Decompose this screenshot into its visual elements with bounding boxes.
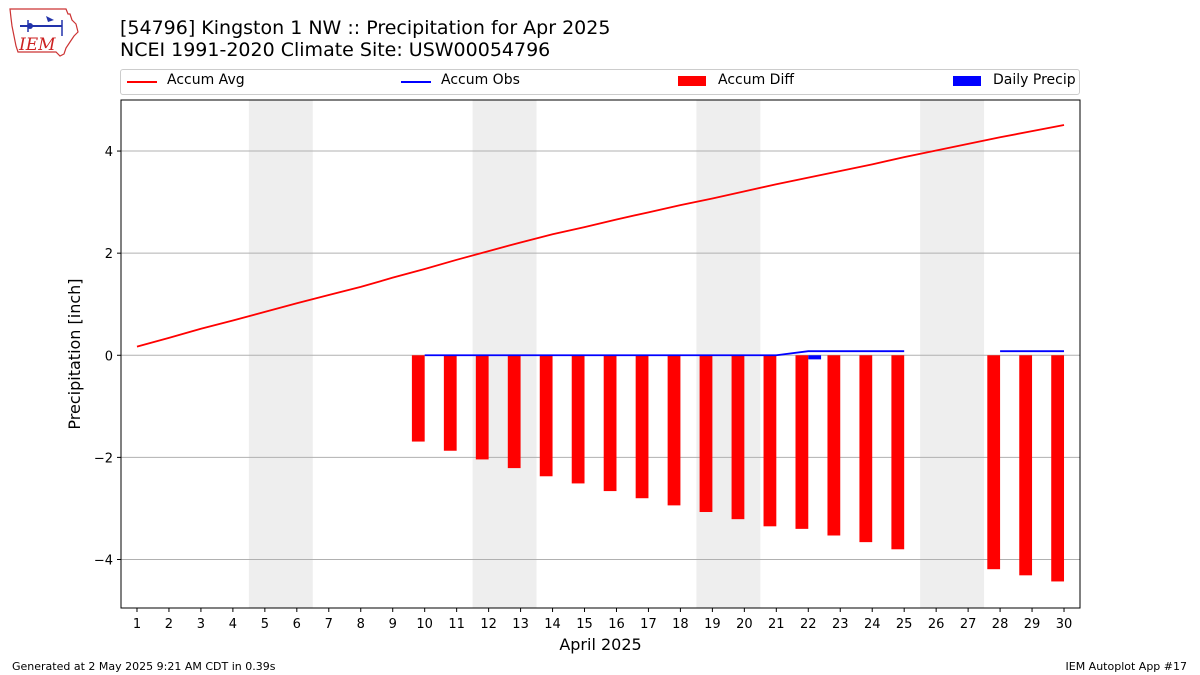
y-tick-label: 4 bbox=[105, 145, 113, 160]
x-tick-label: 2 bbox=[165, 617, 173, 632]
x-tick-label: 8 bbox=[357, 617, 365, 632]
x-tick-label: 10 bbox=[416, 617, 433, 632]
x-tick-label: 9 bbox=[389, 617, 397, 632]
x-tick-label: 25 bbox=[896, 617, 913, 632]
legend-swatch-accum-diff bbox=[678, 76, 706, 86]
accum-obs-line bbox=[424, 350, 905, 357]
y-axis-label: Precipitation [inch] bbox=[65, 278, 84, 429]
x-tick-label: 29 bbox=[1024, 617, 1041, 632]
legend-swatch-accum-obs bbox=[401, 81, 431, 83]
accum-diff-bar bbox=[475, 355, 489, 460]
x-tick-label: 15 bbox=[576, 617, 593, 632]
accum-diff-bar bbox=[507, 355, 521, 469]
accum-diff-bar bbox=[987, 355, 1001, 570]
x-tick-label: 4 bbox=[229, 617, 237, 632]
accum-diff-bar bbox=[1019, 355, 1033, 576]
accum-diff-bar bbox=[539, 355, 553, 477]
chart-subtitle: NCEI 1991-2020 Climate Site: USW00054796 bbox=[120, 39, 551, 61]
legend: Accum Avg Accum Obs Accum Diff Daily Pre… bbox=[120, 69, 1080, 95]
weekend-shade bbox=[472, 100, 537, 608]
x-tick-label: 30 bbox=[1056, 617, 1073, 632]
plot-frame bbox=[120, 99, 1081, 609]
weekend-shade bbox=[248, 100, 313, 608]
x-tick-label: 11 bbox=[448, 617, 465, 632]
x-tick-label: 27 bbox=[960, 617, 977, 632]
x-tick-label: 17 bbox=[640, 617, 657, 632]
y-tick-label: 0 bbox=[105, 349, 113, 364]
x-tick-label: 21 bbox=[768, 617, 785, 632]
accum-diff-bar bbox=[891, 355, 905, 550]
legend-label-accum-diff: Accum Diff bbox=[718, 72, 795, 88]
accum-diff-bar bbox=[667, 355, 681, 506]
accum-diff-bar bbox=[795, 355, 809, 529]
x-tick-label: 5 bbox=[261, 617, 269, 632]
x-tick-label: 6 bbox=[293, 617, 301, 632]
accum-diff-bar bbox=[763, 355, 777, 527]
y-tick-label: 2 bbox=[105, 247, 113, 262]
chart-title: [54796] Kingston 1 NW :: Precipitation f… bbox=[120, 17, 611, 39]
accum-diff-bar bbox=[699, 355, 713, 513]
y-tick-label: −4 bbox=[94, 553, 113, 568]
footer-app-id: IEM Autoplot App #17 bbox=[1065, 660, 1188, 673]
accum-diff-bar bbox=[827, 355, 841, 536]
accum-diff-bar bbox=[731, 355, 745, 520]
x-tick-label: 3 bbox=[197, 617, 205, 632]
legend-label-daily-precip: Daily Precip bbox=[993, 72, 1076, 88]
x-tick-label: 22 bbox=[800, 617, 817, 632]
x-tick-label: 13 bbox=[512, 617, 529, 632]
accum-diff-bar bbox=[571, 355, 585, 484]
legend-swatch-daily-precip bbox=[953, 76, 981, 86]
accum-diff-bar bbox=[1051, 355, 1065, 582]
accum-diff-bar bbox=[859, 355, 873, 543]
accum-diff-bar bbox=[443, 355, 457, 451]
x-tick-label: 26 bbox=[928, 617, 945, 632]
legend-label-accum-obs: Accum Obs bbox=[441, 72, 520, 88]
x-tick-label: 18 bbox=[672, 617, 689, 632]
x-tick-label: 12 bbox=[480, 617, 497, 632]
x-tick-label: 28 bbox=[992, 617, 1009, 632]
x-tick-label: 23 bbox=[832, 617, 849, 632]
iem-logo: IEM bbox=[9, 8, 79, 57]
accum-avg-line bbox=[136, 124, 1065, 348]
x-axis-label: April 2025 bbox=[559, 635, 641, 654]
x-tick-label: 19 bbox=[704, 617, 721, 632]
footer-generated: Generated at 2 May 2025 9:21 AM CDT in 0… bbox=[12, 660, 276, 673]
daily-precip-bar bbox=[808, 355, 822, 360]
x-tick-label: 20 bbox=[736, 617, 753, 632]
weekend-shade bbox=[696, 100, 761, 608]
accum-diff-bar bbox=[635, 355, 649, 499]
x-tick-label: 14 bbox=[544, 617, 561, 632]
legend-swatch-accum-avg bbox=[127, 81, 157, 83]
accum-diff-bar bbox=[411, 355, 425, 442]
y-tick-label: −2 bbox=[94, 451, 113, 466]
weekend-shade bbox=[920, 100, 985, 608]
x-tick-label: 24 bbox=[864, 617, 881, 632]
x-tick-label: 1 bbox=[133, 617, 141, 632]
accum-diff-bar bbox=[603, 355, 617, 492]
x-tick-label: 16 bbox=[608, 617, 625, 632]
logo-text: IEM bbox=[18, 35, 56, 55]
legend-label-accum-avg: Accum Avg bbox=[167, 72, 245, 88]
x-tick-label: 7 bbox=[325, 617, 333, 632]
